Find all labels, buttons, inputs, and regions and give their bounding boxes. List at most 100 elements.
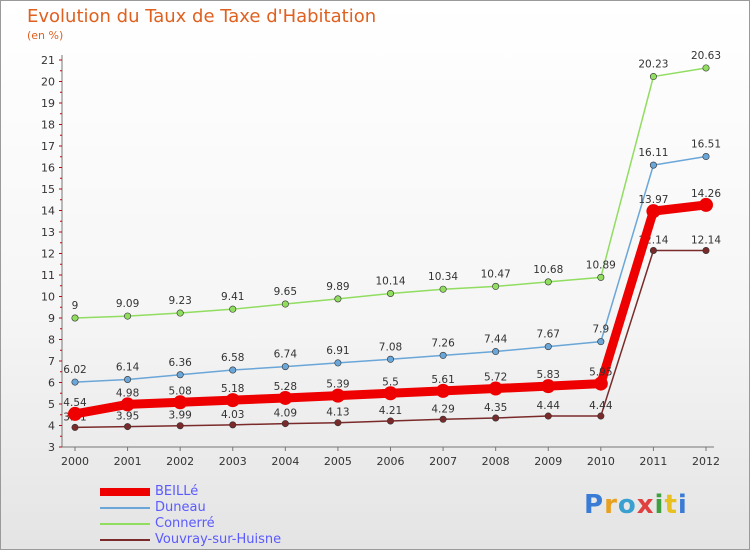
data-point (71, 423, 79, 431)
data-label: 5.83 (537, 369, 560, 381)
data-label: 14.26 (691, 188, 721, 200)
data-label: 5.95 (589, 367, 612, 379)
y-tick-label: 3 (48, 441, 55, 454)
y-tick-label: 10 (41, 291, 55, 304)
data-point (120, 397, 135, 412)
data-label: 9.65 (274, 286, 297, 298)
data-label: 4.98 (116, 387, 139, 399)
data-point (71, 378, 79, 386)
legend-swatch-duneau (100, 507, 150, 509)
legend-label-connerre: Connerré (155, 516, 215, 531)
data-point (439, 415, 447, 423)
data-point (281, 420, 289, 428)
x-tick-label: 2009 (534, 455, 562, 468)
data-point (488, 381, 503, 396)
x-tick-label: 2003 (219, 455, 247, 468)
data-point (544, 412, 552, 420)
y-tick-label: 7 (48, 355, 55, 368)
data-label: 9.09 (116, 298, 139, 310)
logo-letter: i (654, 490, 665, 520)
data-point (492, 282, 500, 290)
data-label: 5.08 (168, 385, 191, 397)
y-tick-label: 20 (41, 76, 55, 89)
x-tick-label: 2005 (324, 455, 352, 468)
data-point (124, 312, 132, 320)
data-point (439, 351, 447, 359)
data-point (702, 153, 710, 161)
data-label: 3.99 (168, 410, 191, 422)
data-point (699, 197, 713, 212)
data-label: 6.02 (63, 364, 86, 376)
x-tick-label: 2001 (114, 455, 142, 468)
y-tick-label: 18 (41, 119, 55, 132)
data-label: 4.29 (431, 403, 454, 415)
data-label: 12.14 (691, 234, 721, 246)
data-point (334, 359, 342, 367)
data-label: 5.39 (326, 379, 349, 391)
x-tick-label: 2000 (61, 455, 89, 468)
data-point (173, 395, 188, 410)
data-point (597, 273, 605, 281)
data-point (71, 314, 79, 322)
proxiti-logo: Proxiti (584, 490, 688, 520)
data-point (386, 355, 394, 363)
data-label: 5.61 (431, 374, 454, 386)
data-label: 4.21 (379, 405, 402, 417)
data-label: 20.23 (638, 59, 668, 71)
data-point (176, 371, 184, 379)
data-point (229, 421, 237, 429)
data-label: 10.34 (428, 271, 458, 283)
data-point (225, 393, 240, 408)
data-label: 10.68 (533, 264, 563, 276)
legend-label-duneau: Duneau (155, 500, 206, 515)
y-tick-label: 9 (48, 312, 55, 325)
logo-letter: i (677, 490, 688, 520)
data-point (649, 161, 657, 169)
data-point (229, 305, 237, 313)
data-point (176, 422, 184, 430)
data-point (281, 363, 289, 371)
data-label: 4.09 (274, 408, 297, 420)
data-point (436, 383, 451, 398)
data-point (386, 417, 394, 425)
data-label: 5.28 (274, 381, 297, 393)
y-tick-label: 12 (41, 248, 55, 261)
data-point (176, 309, 184, 317)
y-tick-label: 16 (41, 162, 55, 175)
x-tick-label: 2010 (587, 455, 615, 468)
data-point (68, 406, 82, 421)
data-point (593, 376, 608, 391)
data-point (124, 375, 132, 383)
x-tick-label: 2004 (271, 455, 299, 468)
data-label: 4.35 (484, 402, 507, 414)
data-point (334, 419, 342, 427)
data-label: 6.36 (168, 357, 192, 369)
data-label: 6.74 (274, 349, 298, 361)
data-label: 20.63 (691, 50, 721, 62)
data-label: 4.13 (326, 407, 349, 419)
logo-letter: o (617, 490, 637, 520)
data-point (386, 289, 394, 297)
data-label: 7.08 (379, 341, 402, 353)
data-point (229, 366, 237, 374)
data-point (492, 414, 500, 422)
data-label: 4.03 (221, 409, 244, 421)
data-point (649, 246, 657, 254)
data-point (646, 204, 661, 219)
data-label: 7.26 (431, 337, 455, 349)
data-label: 16.51 (691, 139, 721, 151)
data-point (541, 379, 556, 394)
data-label: 6.58 (221, 352, 244, 364)
logo-letter: r (604, 490, 618, 520)
legend-label-beille: BEILLé (155, 484, 199, 499)
data-point (383, 386, 398, 401)
y-tick-label: 13 (41, 226, 55, 239)
y-tick-label: 11 (41, 269, 55, 282)
y-tick-label: 4 (48, 420, 55, 433)
y-tick-label: 15 (41, 183, 55, 196)
data-point (597, 338, 605, 346)
data-point (544, 343, 552, 351)
data-label: 5.72 (484, 372, 507, 384)
